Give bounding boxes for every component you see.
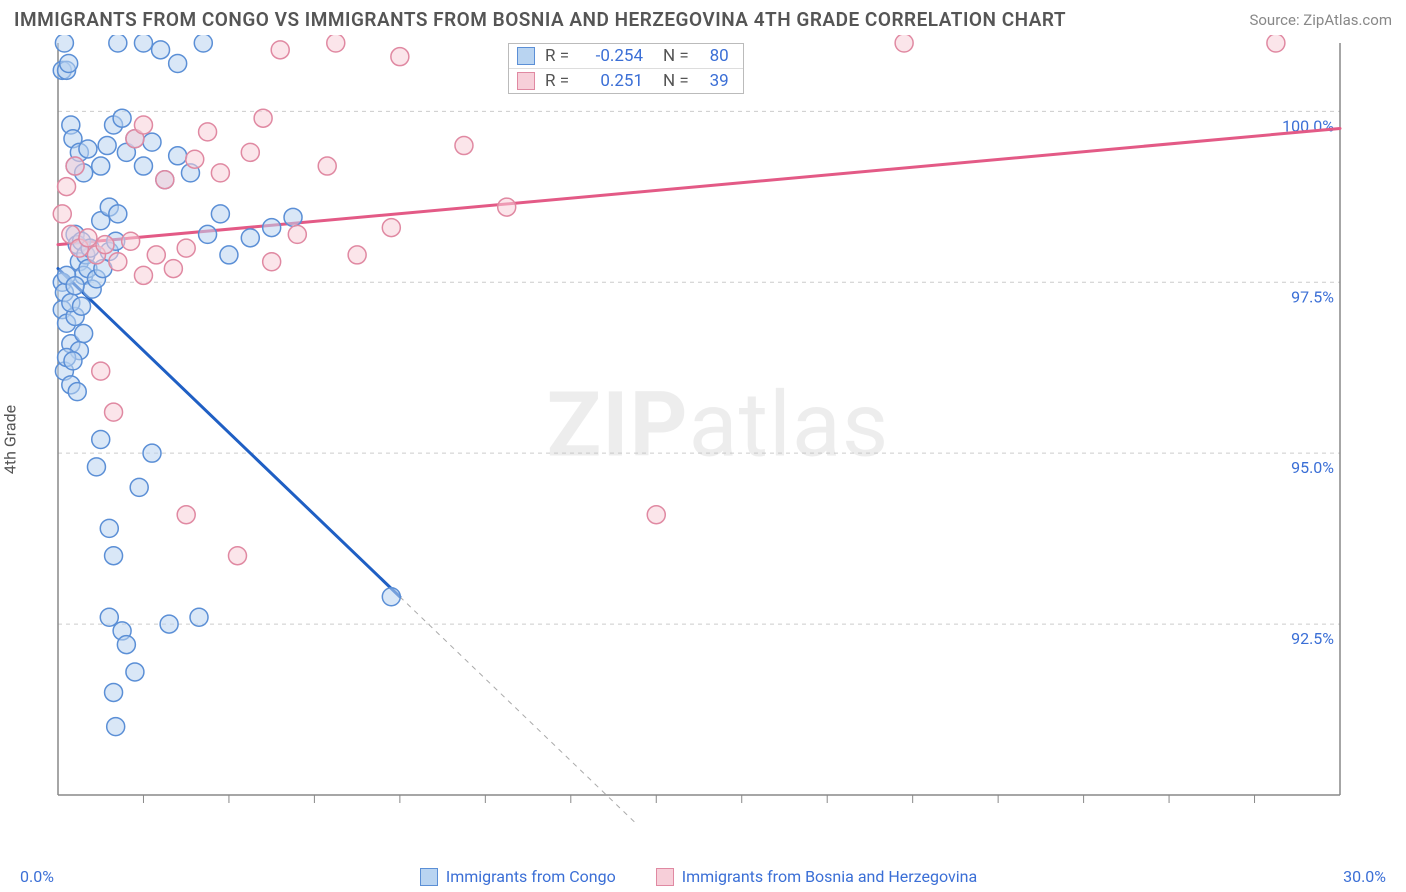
source-label: Source: ZipAtlas.com	[1249, 11, 1392, 29]
x-axis-min-label: 0.0%	[20, 867, 54, 886]
legend-stats-box: R = -0.254 N = 80 R = 0.251 N = 39	[508, 43, 744, 94]
legend-n-value: 39	[699, 71, 729, 91]
legend-swatch-icon	[517, 47, 535, 65]
chart-area: 4th Grade 92.5%95.0%97.5%100.0% ZIPatlas…	[40, 35, 1396, 825]
legend-swatch-icon	[420, 868, 438, 886]
legend-r-label: R =	[545, 71, 569, 91]
legend-entry-series-2: Immigrants from Bosnia and Herzegovina	[656, 867, 977, 886]
legend-r-value: 0.251	[579, 71, 643, 91]
x-axis-max-label: 30.0%	[1343, 867, 1386, 886]
legend-swatch-icon	[656, 868, 674, 886]
legend-r-label: R =	[545, 46, 569, 66]
title-bar: IMMIGRANTS FROM CONGO VS IMMIGRANTS FROM…	[0, 0, 1406, 35]
chart-title: IMMIGRANTS FROM CONGO VS IMMIGRANTS FROM…	[14, 8, 1066, 31]
legend-n-label: N =	[663, 71, 689, 91]
y-axis-label: 4th Grade	[1, 405, 20, 474]
legend-swatch-icon	[517, 72, 535, 90]
legend-entry-series-1: Immigrants from Congo	[420, 867, 616, 886]
svg-text:97.5%: 97.5%	[1291, 287, 1334, 306]
legend-bottom: 0.0% Immigrants from Congo Immigrants fr…	[0, 867, 1406, 892]
legend-n-label: N =	[663, 46, 689, 66]
legend-stats-row: R = 0.251 N = 39	[509, 68, 743, 93]
legend-stats-row: R = -0.254 N = 80	[509, 44, 743, 68]
scatter-chart: 92.5%95.0%97.5%100.0%	[40, 35, 1370, 825]
legend-r-value: -0.254	[579, 46, 643, 66]
svg-text:95.0%: 95.0%	[1291, 458, 1334, 477]
svg-text:92.5%: 92.5%	[1291, 629, 1334, 648]
legend-n-value: 80	[699, 46, 729, 66]
